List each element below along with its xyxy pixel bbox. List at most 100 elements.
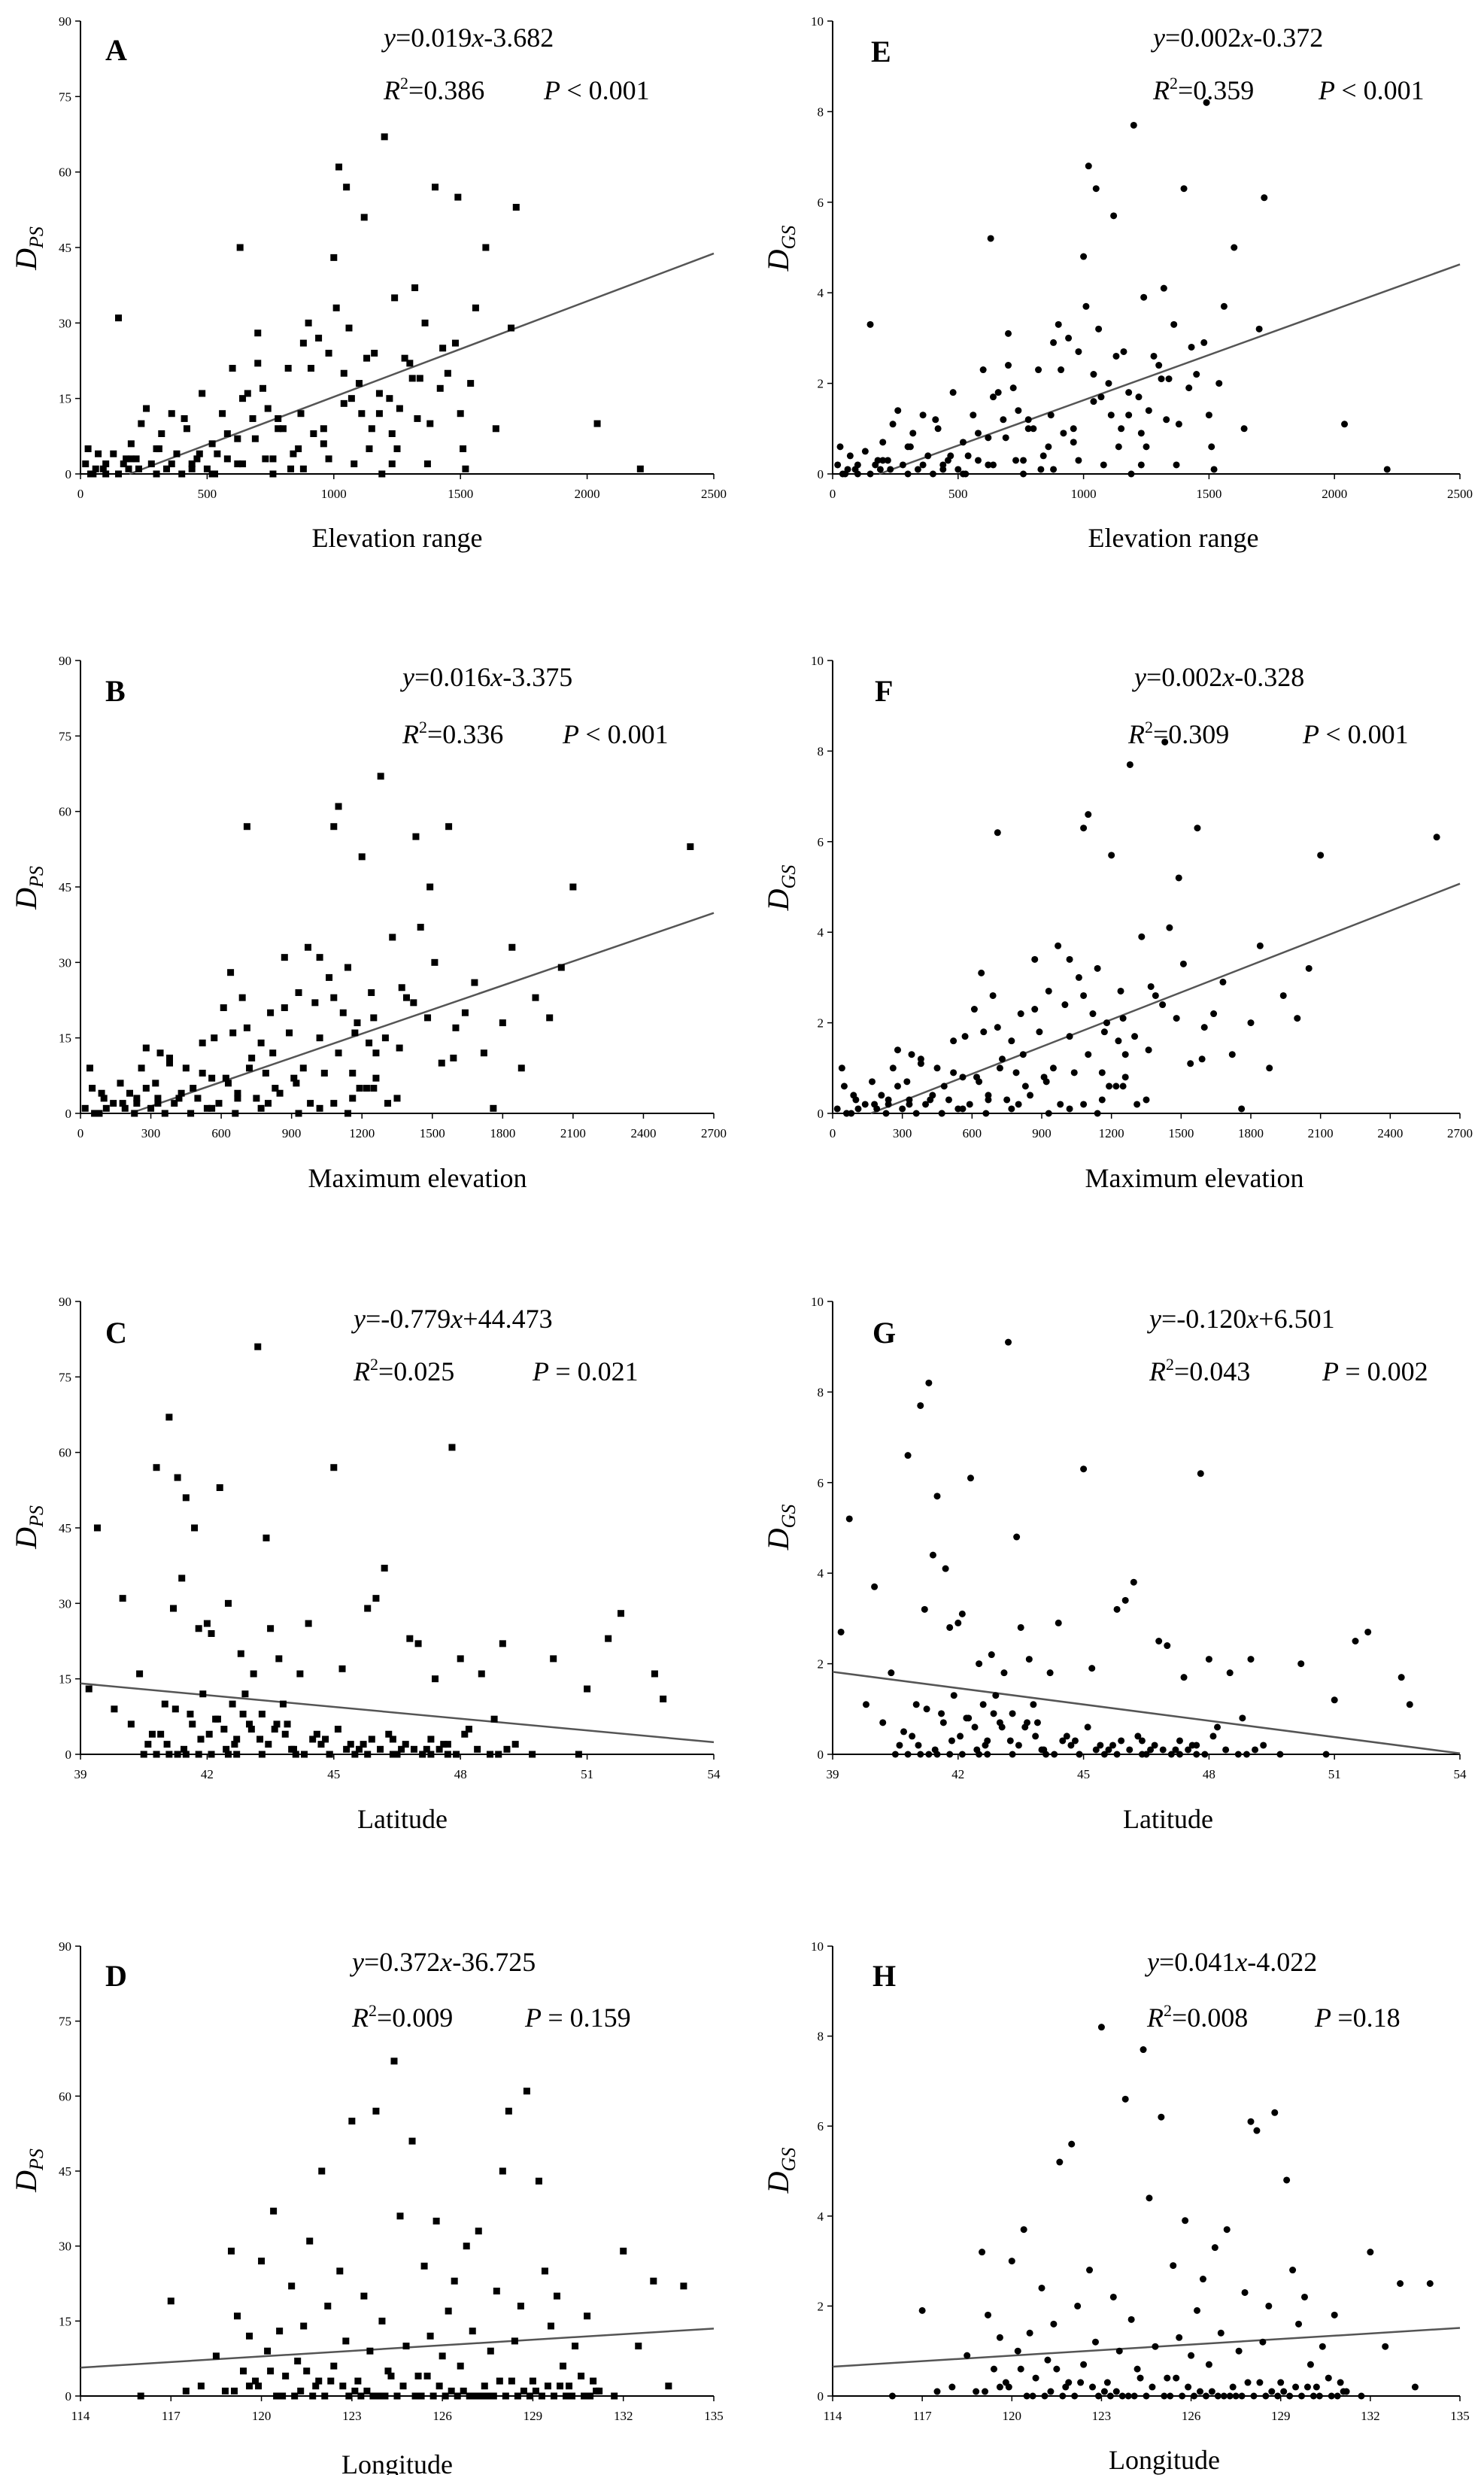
data-point <box>127 1720 135 1728</box>
data-point <box>1017 1623 1024 1631</box>
data-point <box>1226 1669 1234 1677</box>
data-point <box>499 1640 506 1647</box>
data-point <box>982 1742 989 1749</box>
data-point <box>1201 1751 1209 1758</box>
data-point <box>478 1670 485 1678</box>
data-point <box>369 2392 377 2400</box>
data-point <box>239 1710 247 1717</box>
p-value-text: =0.18 <box>1337 2003 1400 2033</box>
data-point <box>1193 1751 1200 1758</box>
data-point <box>309 1736 317 1743</box>
data-point <box>1382 2343 1389 2350</box>
panel-label: B <box>105 674 126 708</box>
data-point <box>208 1074 216 1082</box>
data-point <box>276 1089 284 1097</box>
regression-line <box>80 1682 715 1744</box>
data-point <box>508 324 515 332</box>
data-point <box>1137 430 1145 437</box>
data-point <box>990 461 997 469</box>
data-point <box>91 1110 99 1117</box>
data-point <box>1112 1083 1120 1090</box>
data-point <box>894 407 902 415</box>
data-point <box>1196 2388 1203 2395</box>
y-tick-label: 15 <box>59 392 71 406</box>
data-point <box>282 2372 290 2379</box>
data-point <box>882 1110 890 1117</box>
p-value: P < 0.001 <box>543 75 650 105</box>
data-point <box>933 2388 941 2395</box>
data-point <box>923 1705 930 1713</box>
data-point <box>384 1100 392 1107</box>
data-point <box>1118 1737 1125 1745</box>
x-tick-label: 39 <box>827 1767 839 1781</box>
data-point <box>444 1751 451 1758</box>
data-point <box>954 466 962 473</box>
data-point <box>330 2362 338 2370</box>
data-point <box>1109 2293 1117 2300</box>
data-point <box>1042 1078 1050 1086</box>
r-superscript: 2 <box>369 2001 377 2020</box>
data-point <box>635 2343 642 2350</box>
data-point <box>1300 2293 1308 2300</box>
data-point <box>917 1055 924 1063</box>
data-point <box>416 375 423 382</box>
data-point <box>1059 1737 1067 1745</box>
x-tick-label: 0 <box>77 487 84 501</box>
data-point <box>1133 2365 1141 2373</box>
data-point <box>111 1705 118 1713</box>
data-point <box>291 2392 299 2400</box>
data-point <box>572 2343 579 2350</box>
data-point <box>358 853 366 861</box>
data-point <box>398 984 405 992</box>
data-point <box>584 2313 591 2320</box>
data-point <box>290 1745 297 1753</box>
data-point <box>320 425 327 433</box>
data-point <box>343 184 351 191</box>
p-value: P =0.18 <box>1314 2003 1401 2033</box>
data-point <box>377 1745 384 1753</box>
data-point <box>541 2267 548 2275</box>
data-point <box>387 2372 395 2379</box>
data-point <box>894 1046 901 1054</box>
data-point <box>137 2392 144 2400</box>
data-point <box>269 455 277 463</box>
x-tick-label: 114 <box>71 2409 90 2423</box>
data-point <box>593 2387 600 2395</box>
data-point <box>99 465 107 472</box>
data-point <box>976 1660 983 1668</box>
data-point <box>478 2392 485 2400</box>
data-point <box>1217 2329 1225 2337</box>
data-point <box>127 440 135 448</box>
data-point <box>945 1096 952 1104</box>
y-tick-label: 0 <box>65 2389 72 2404</box>
data-point <box>431 958 439 966</box>
data-point <box>165 1414 173 1421</box>
x-tick-label: 135 <box>704 2409 724 2423</box>
data-point <box>1119 1015 1127 1022</box>
x-tick-label: 2100 <box>1308 1126 1334 1140</box>
r-squared: R2=0.008 <box>1146 2001 1248 2033</box>
data-point <box>461 1730 469 1738</box>
equation-coefficient: =0.372 <box>364 1947 440 1977</box>
y-tick-label: 90 <box>59 1295 71 1309</box>
data-point <box>305 319 312 326</box>
data-point <box>178 1089 185 1097</box>
data-point <box>348 2118 356 2125</box>
data-point <box>167 2297 174 2305</box>
data-point <box>1002 434 1009 442</box>
data-point <box>1060 430 1067 437</box>
data-point <box>181 415 188 422</box>
data-point <box>838 1064 845 1072</box>
data-point <box>442 2392 449 2400</box>
y-tick-label: 6 <box>818 196 824 210</box>
data-point <box>1100 2388 1108 2395</box>
equation-intercept: -3.375 <box>502 662 572 692</box>
data-point <box>1038 2284 1045 2291</box>
data-point <box>948 2383 956 2391</box>
data-point <box>929 470 936 478</box>
data-point <box>264 2347 272 2355</box>
data-point <box>942 1565 949 1572</box>
data-point <box>484 2392 491 2400</box>
data-point <box>318 2167 326 2175</box>
data-point <box>343 1745 351 1753</box>
